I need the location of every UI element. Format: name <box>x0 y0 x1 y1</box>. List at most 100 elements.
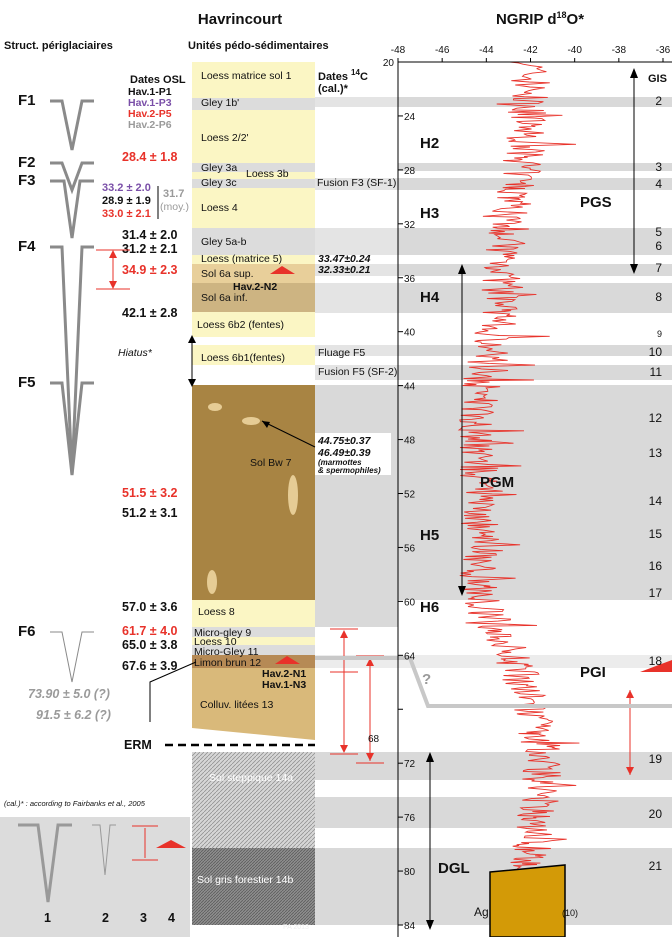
unit-label: Loess 6b2 (fentes) <box>197 319 284 331</box>
c14-header-cal: (cal.)* <box>318 83 349 95</box>
unit-label: Sol steppique 14a <box>209 772 293 784</box>
gis-number: 16 <box>649 559 663 573</box>
legend-arrow <box>132 825 186 861</box>
footnote: (cal.)* : according to Fairbanks et al.,… <box>4 799 146 808</box>
osl-date: 73.90 ± 5.0 (?) <box>28 687 110 701</box>
gis-number: 7 <box>655 261 662 275</box>
osl-date: 34.9 ± 2.3 <box>122 263 178 277</box>
ag-block <box>489 864 566 937</box>
age-tick-label: 72 <box>404 759 416 770</box>
gis-header: GIS <box>648 73 667 85</box>
osl-date: 65.0 ± 3.8 <box>122 638 178 652</box>
age-tick-label: 32 <box>404 220 416 231</box>
wedges <box>50 99 94 683</box>
struct-header: Struct. périglaciaires <box>4 40 113 52</box>
gis-number: 14 <box>649 494 663 508</box>
c14-label: 32.33±0.21 <box>318 264 371 276</box>
pointer-head <box>262 421 270 428</box>
unit-label: Sol 6a inf. <box>201 292 248 304</box>
osl-date: 28.9 ± 1.9 <box>102 195 151 207</box>
sample-label: Hav.2-N2 <box>233 281 277 293</box>
gis-number: 5 <box>655 225 662 239</box>
event-label: H5 <box>420 527 439 544</box>
unit-label: Micro-Gley 11 <box>194 646 259 658</box>
age-tick-label: 40 <box>404 328 416 339</box>
x-tick-label: -36 <box>656 45 671 56</box>
unit-label: Loess 8 <box>198 606 235 618</box>
age-tick-label: 28 <box>404 166 416 177</box>
structure-label: F2 <box>18 154 36 171</box>
legend-number: 2 <box>102 911 109 925</box>
gis-number: 15 <box>649 527 663 541</box>
gis-number: 21 <box>649 859 663 873</box>
osl-date: 51.5 ± 3.2 <box>122 486 178 500</box>
age-tick-label: 68 <box>368 734 380 745</box>
unit-label: Gley 5a-b <box>201 236 247 248</box>
gis-number: 4 <box>655 177 662 191</box>
hiatus: Hiatus* <box>118 347 153 359</box>
c14-band <box>315 365 398 380</box>
age-tick-label: 56 <box>404 543 416 554</box>
unit-label: Sol 6a sup. <box>201 268 254 280</box>
legend-number: 3 <box>140 911 147 925</box>
legend-number: 4 <box>168 911 175 925</box>
ag-num: (10) <box>562 908 578 918</box>
structure-label: F3 <box>18 172 36 189</box>
units <box>192 62 315 925</box>
c14-band <box>315 228 398 255</box>
unit-label: Loess matrice sol 1 <box>201 70 292 82</box>
gis-number: 6 <box>655 239 662 253</box>
mean-date: 31.7 <box>163 188 184 200</box>
c14-band <box>315 283 398 313</box>
unit-label: Loess 10 <box>194 636 237 648</box>
gis-numbers: 2 3 4 56 7 8 9 10 11 12 13 14 15 16 17 18 19 20 21 <box>649 94 663 873</box>
bracket <box>149 661 197 722</box>
osl-sample: Hav.1-P1 <box>128 86 172 98</box>
osl-date: 67.6 ± 3.9 <box>122 659 178 673</box>
gis-number: 20 <box>649 807 663 821</box>
c14-label: 46.49±0.39 <box>317 447 371 459</box>
x-tick-label: -40 <box>567 45 582 56</box>
age-tick-label: 80 <box>404 867 416 878</box>
legend-box <box>0 817 190 937</box>
c14-label: Fluage F5 <box>318 347 365 359</box>
age-tick-label: 20 <box>383 58 395 69</box>
period-label: PGM <box>480 474 514 491</box>
boundary-line <box>315 656 672 708</box>
ngrip-curve <box>457 61 580 925</box>
period-label: PGI <box>580 664 606 681</box>
gis-number: 11 <box>650 365 663 379</box>
ngrip-title: NGRIP d18O* <box>496 10 584 28</box>
x-tick-label: -48 <box>391 45 406 56</box>
osl-date: 31.4 ± 2.0 <box>122 228 178 242</box>
unit-labels: Loess matrice sol 1 Gley 1b' Loess 2/2' … <box>194 70 309 931</box>
structure-label: F4 <box>18 238 36 255</box>
unit-label: Gley 1b' <box>201 97 239 109</box>
c14-label: 44.75±0.37 <box>317 435 372 447</box>
age-tick-label: 24 <box>404 112 416 123</box>
x-tick-label: -42 <box>523 45 538 56</box>
pointer <box>261 420 316 448</box>
credit: PA 2013 <box>283 924 309 931</box>
osl-sample: Hav.1-P3 <box>128 97 172 109</box>
c14-label: (marmottes <box>318 458 362 467</box>
c14-box <box>315 433 391 475</box>
gis-number: 12 <box>649 411 663 425</box>
osl-date: 61.7 ± 4.0 <box>122 624 178 638</box>
units-header: Unités pédo-sédimentaires <box>188 40 329 52</box>
event-label: H3 <box>420 205 439 222</box>
ag-label: Ag <box>474 905 489 919</box>
osl-date: 91.5 ± 6.2 (?) <box>36 708 111 722</box>
osl-sample: Hav.2-P5 <box>128 108 172 120</box>
unit-label: Sol Bw 7 <box>250 457 292 469</box>
x-axis-ticks: -48 -46 -44 -42 -40 -38 -36 <box>391 45 671 62</box>
gis-number: 9 <box>657 329 662 339</box>
title: Havrincourt <box>198 11 282 28</box>
osl-date: 42.1 ± 2.8 <box>122 306 178 320</box>
age-tick-label: 36 <box>404 274 416 285</box>
unit-label: Gley 3c <box>201 177 237 189</box>
osl-date: 33.0 ± 2.1 <box>102 208 151 220</box>
c14-label: 33.47±0.24 <box>318 253 371 265</box>
c14-band <box>315 264 398 276</box>
